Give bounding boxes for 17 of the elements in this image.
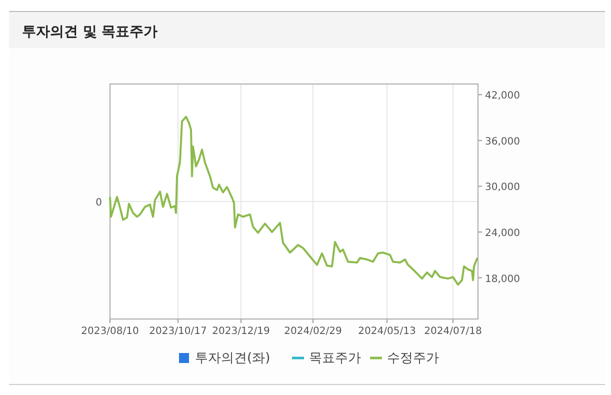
x-tick-label: 2023/08/10 [81,326,139,337]
y2-tick-label: 36,000 [485,136,520,148]
legend-label: 목표주가 [309,351,361,366]
text: 0 [96,198,102,208]
x-tick-label: 2024/07/18 [424,326,482,337]
x-tick-label: 2024/05/13 [358,326,416,337]
legend-label: 수정주가 [387,351,439,366]
chart-title: 투자의견 및 목표주가 [22,24,158,40]
y2-tick-label: 30,000 [485,182,520,194]
x-tick-label: 2023/10/17 [149,326,207,337]
legend-label: 투자의견(좌) [195,351,270,366]
x-tick-label: 2023/12/19 [212,326,270,337]
y2-tick-label: 24,000 [485,228,520,240]
x-tick-label: 2024/02/29 [284,326,342,337]
y2-tick-label: 42,000 [485,90,520,102]
line-series [109,116,478,286]
y2-tick-label: 18,000 [485,274,520,285]
